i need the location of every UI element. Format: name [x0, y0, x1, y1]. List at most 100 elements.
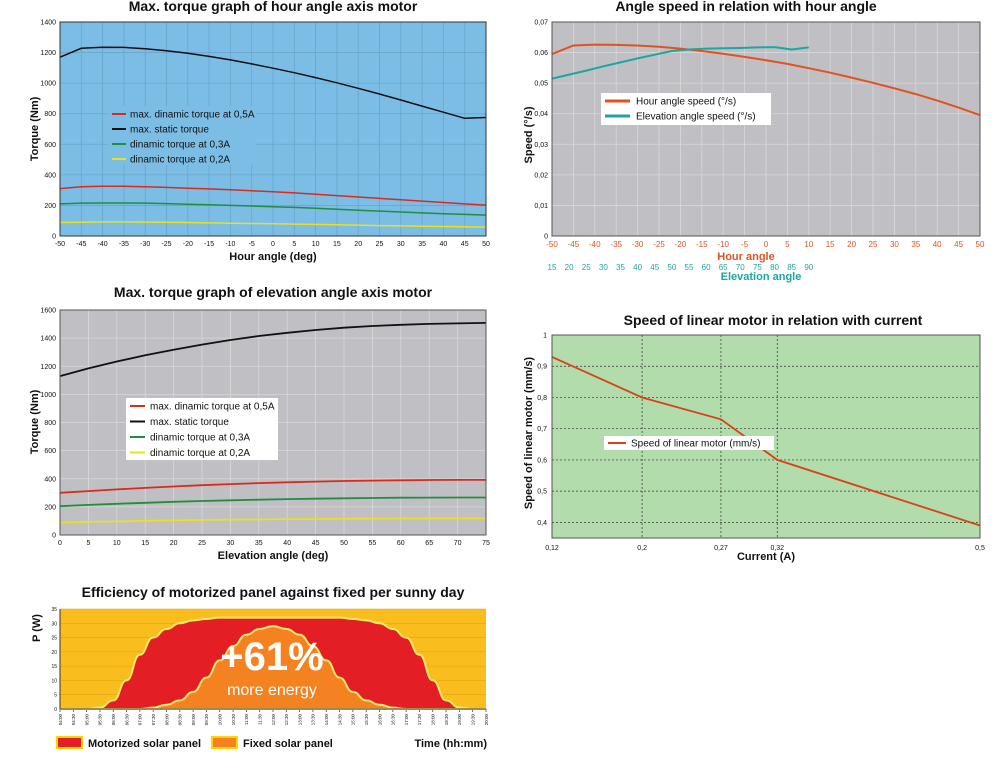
x-tick-label: 05:00 — [84, 714, 89, 726]
y-tick-label: 20 — [51, 650, 57, 656]
x-tick-label: -50 — [55, 241, 65, 248]
x-tick-label: 25 — [376, 241, 384, 248]
chart-linear-motor-speed: Speed of linear motor in relation with c… — [523, 312, 985, 563]
x-ticks: 0 5 10 15 20 25 30 35 40 45 50 55 60 65 70 75 — [58, 540, 490, 547]
x2-tick-label: 15 — [548, 263, 557, 272]
x-tick-label: 19:30 — [470, 714, 475, 726]
chart-title: Efficiency of motorized panel against fi… — [82, 584, 465, 600]
x-tick-label: -35 — [610, 240, 622, 249]
y-tick-label: 0 — [52, 533, 56, 540]
y-tick-label: 0,5 — [537, 489, 547, 496]
legend-label: Speed of linear motor (mm/s) — [631, 439, 761, 450]
chart-title: Angle speed in relation with hour angle — [615, 0, 877, 14]
x-tick-label: 11:30 — [257, 714, 262, 725]
x-tick-label: 70 — [454, 540, 462, 547]
y-tick-label: 0,01 — [534, 203, 548, 210]
x-tick-label: 09:00 — [191, 714, 196, 726]
legend-swatch — [211, 736, 238, 749]
legend: Speed of linear motor (mm/s) — [604, 436, 774, 450]
x-tick-label: -25 — [653, 240, 665, 249]
legend-label: max. static torque — [130, 125, 209, 136]
y-tick-label: 600 — [44, 448, 56, 455]
chart-angle-speed: Angle speed in relation with hour angle … — [523, 0, 985, 283]
x-tick-label: 10 — [312, 241, 320, 248]
x-ticks: 04:00 04:30 05:00 05:30 06:00 06:30 07:00 07:30… — [58, 714, 489, 726]
plot-frame — [551, 21, 981, 237]
x-tick-label: 0 — [58, 540, 62, 547]
x-tick-label: -45 — [568, 240, 580, 249]
x-tick-label: 50 — [482, 241, 490, 248]
x-ticks: -50 -45 -40 -35 -30 -25 -20 -15 -10 -5 0 5 10 15 20 25 3… — [55, 241, 490, 248]
x-tick-label: 35 — [911, 240, 920, 249]
x-axis-label: Hour angle (deg) — [229, 251, 317, 263]
y-tick-label: 0,07 — [534, 20, 548, 27]
series-line-0 — [551, 356, 981, 527]
x-tick-label: 04:30 — [71, 714, 76, 726]
x-tick-label: -35 — [119, 241, 129, 248]
x-tick-label: -40 — [589, 240, 601, 249]
y-tick-label: 0,04 — [534, 111, 548, 118]
x-tick-label: 35 — [255, 540, 263, 547]
y-tick-label: 1 — [543, 333, 547, 340]
x-tick-label: 17:00 — [404, 714, 409, 726]
x-tick-label: 06:30 — [124, 714, 129, 726]
y-tick-label: 600 — [44, 142, 56, 149]
x-tick-label: 40 — [283, 540, 291, 547]
legend-label: Fixed solar panel — [243, 738, 333, 750]
x-tick-label: 09:30 — [204, 714, 209, 726]
x-tick-label: 10 — [804, 240, 813, 249]
x-tick-label: 0 — [764, 240, 769, 249]
y-tick-label: 800 — [44, 111, 56, 118]
y-ticks: 0 0,01 0,02 0,03 0,04 0,05 0,06 0,07 — [534, 20, 548, 241]
annotation-subtext: more energy — [227, 682, 317, 699]
x2-tick-label: 65 — [719, 263, 728, 272]
x-tick-label: 30 — [890, 240, 899, 249]
y-tick-label: 1000 — [40, 392, 56, 399]
x-tick-label: 15 — [826, 240, 835, 249]
series-line-1 — [59, 46, 487, 120]
legend-label: dinamic torque at 0,2A — [130, 155, 230, 166]
x2-tick-label: 45 — [650, 263, 659, 272]
x-tick-label: 30 — [397, 241, 405, 248]
x-axis-label: Time (hh:mm) — [414, 738, 487, 750]
x-tick-label: 0,5 — [975, 545, 985, 552]
x2-tick-label: 35 — [616, 263, 625, 272]
y-axis-label: Speed (°/s) — [523, 106, 535, 163]
x-tick-label: -5 — [249, 241, 255, 248]
chart-elevation-angle-torque: Max. torque graph of elevation angle axi… — [29, 284, 490, 562]
x-tick-label: -25 — [161, 241, 171, 248]
x2-tick-label: 75 — [753, 263, 762, 272]
x-tick-label: -50 — [546, 240, 558, 249]
series-lines — [59, 322, 487, 524]
x-tick-label: 0,2 — [637, 545, 647, 552]
y-tick-label: 5 — [54, 693, 57, 699]
x-tick-label: 0 — [271, 241, 275, 248]
x-tick-label: 08:30 — [178, 714, 183, 726]
y-tick-label: 0,4 — [537, 520, 547, 527]
x-tick-label: 16:00 — [377, 714, 382, 726]
x-tick-label: 06:00 — [111, 714, 116, 726]
x-tick-label: 0,27 — [714, 545, 728, 552]
y-ticks: 0,4 0,5 0,6 0,7 0,8 0,9 1 — [537, 333, 547, 527]
y-tick-label: 0,9 — [537, 364, 547, 371]
legend-swatch — [56, 736, 83, 749]
chart-title: Speed of linear motor in relation with c… — [624, 312, 923, 328]
series-line-3 — [59, 221, 487, 228]
x-tick-label: 13:30 — [311, 714, 316, 726]
x-tick-label: 20 — [354, 241, 362, 248]
y-tick-label: 35 — [51, 607, 57, 613]
x-axis-label-hour-angle: Hour angle — [717, 251, 774, 263]
x-tick-label: -40 — [98, 241, 108, 248]
legend: Hour angle speed (°/s) Elevation angle sp… — [601, 93, 771, 125]
legend-box — [604, 436, 774, 450]
x-tick-label: 19:00 — [457, 714, 462, 726]
x2-tick-label: 50 — [667, 263, 676, 272]
x-tick-label: 08:00 — [164, 714, 169, 726]
legend-label: Hour angle speed (°/s) — [636, 97, 736, 108]
x-tick-label: 10 — [113, 540, 121, 547]
y-ticks: 0 200 400 600 800 1000 1200 1400 — [40, 20, 56, 241]
plot-frame — [59, 309, 487, 536]
legend-box — [126, 398, 278, 460]
y-tick-label: 0,6 — [537, 457, 547, 464]
y-axis-label: Torque (Nm) — [29, 389, 41, 454]
